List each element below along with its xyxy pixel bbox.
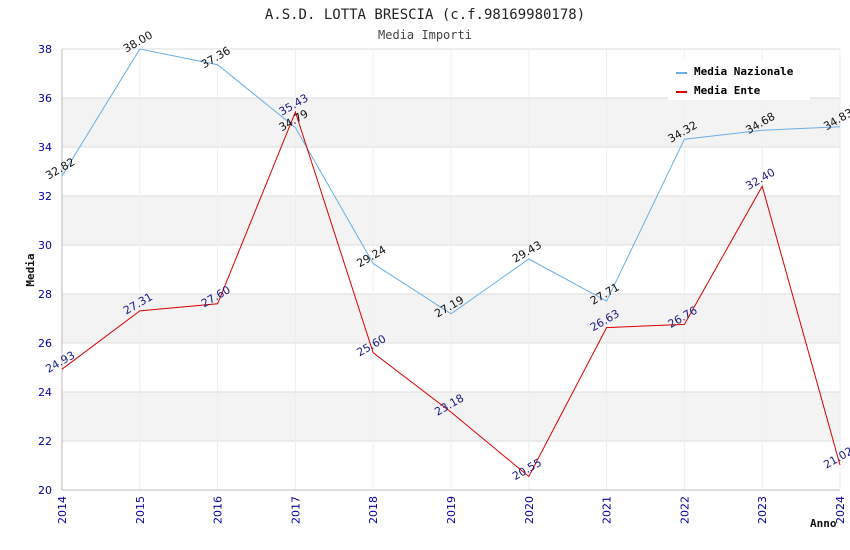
y-tick-label: 30	[38, 239, 52, 252]
y-tick-label: 28	[38, 288, 52, 301]
y-tick-label: 32	[38, 190, 52, 203]
legend-box	[668, 60, 810, 100]
x-tick-label: 2016	[212, 496, 225, 524]
data-label-media-nazionale: 37.36	[199, 44, 233, 71]
x-tick-label: 2023	[756, 496, 769, 524]
x-tick-label: 2018	[367, 496, 380, 524]
chart-title: A.S.D. LOTTA BRESCIA (c.f.98169980178)	[265, 7, 585, 23]
legend-label-media-nazionale: Media Nazionale	[694, 65, 794, 78]
data-label-media-ente: 24.93	[43, 349, 77, 376]
x-tick-label: 2014	[56, 496, 69, 524]
x-axis-label: Anno	[810, 517, 837, 530]
y-tick-label: 26	[38, 337, 52, 350]
y-tick-label: 20	[38, 484, 52, 497]
legend-label-media-ente: Media Ente	[694, 84, 761, 97]
series-line-media-ente	[61, 110, 841, 478]
x-tick-label: 2024	[834, 496, 847, 524]
x-tick-label: 2022	[678, 496, 691, 524]
y-axis-label: Media	[24, 253, 37, 286]
y-tick-label: 36	[38, 92, 52, 105]
series-layer	[61, 48, 841, 478]
y-axis-ticks: 20 22 24 26 28 30 32 34 36 38	[38, 43, 52, 497]
chart-subtitle: Media Importi	[378, 28, 472, 42]
data-label-media-nazionale: 29.24	[355, 243, 389, 270]
x-tick-label: 2015	[134, 496, 147, 524]
x-axis-ticks: 2014 2015 2016 2017 2018 2019 2020 2021 2022 2023…	[56, 496, 847, 524]
x-tick-label: 2020	[523, 496, 536, 524]
data-label-media-nazionale: 32.82	[43, 155, 77, 182]
y-tick-label: 22	[38, 435, 52, 448]
y-tick-label: 24	[38, 386, 52, 399]
y-tick-label: 38	[38, 43, 52, 56]
x-tick-label: 2017	[289, 496, 302, 524]
y-tick-label: 34	[38, 141, 52, 154]
x-tick-label: 2019	[445, 496, 458, 524]
axes	[61, 49, 840, 491]
series-line-media-nazionale	[61, 48, 841, 315]
data-label-media-ente: 20.55	[510, 456, 544, 483]
x-tick-label: 2021	[601, 496, 614, 524]
legend: Media Nazionale Media Ente	[668, 60, 810, 100]
